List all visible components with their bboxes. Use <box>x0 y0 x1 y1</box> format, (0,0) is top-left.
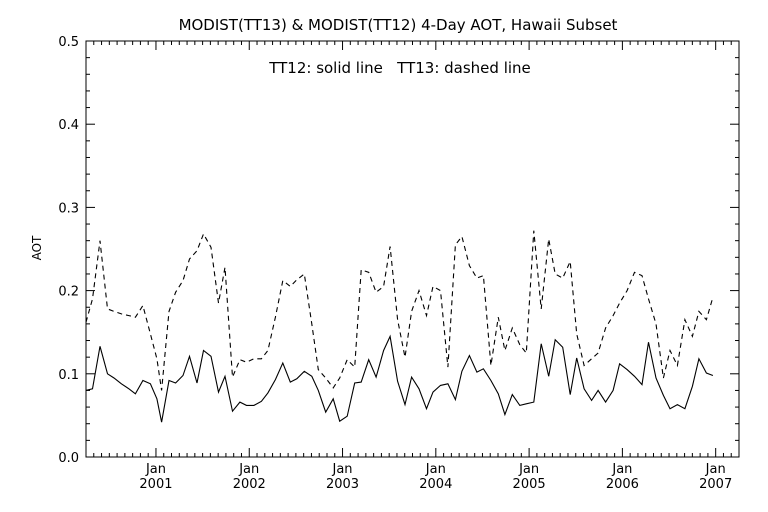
chart-legend: TT12: solid line TT13: dashed line <box>268 59 531 77</box>
series-line-tt13 <box>85 230 714 391</box>
x-tick-label-month: Jan <box>518 462 539 477</box>
series-layer <box>85 230 714 423</box>
x-tick-label-year: 2007 <box>699 477 732 492</box>
x-tick-label-month: Jan <box>611 462 632 477</box>
y-axis: 0.0 0.1 0.2 0.3 0.4 0.5 <box>58 35 739 466</box>
x-tick-label-year: 2005 <box>513 477 546 492</box>
y-tick-label: 0.3 <box>58 201 79 216</box>
y-tick-label: 0.5 <box>58 35 79 50</box>
x-tick-label-year: 2003 <box>326 477 359 492</box>
x-axis: Jan2001Jan2002Jan2003Jan2004Jan2005Jan20… <box>85 41 740 492</box>
x-tick-label-year: 2006 <box>606 477 639 492</box>
y-tick-label: 0.2 <box>58 285 79 300</box>
x-tick-label-month: Jan <box>332 462 353 477</box>
y-tick-label: 0.0 <box>58 451 79 466</box>
x-tick-label-year: 2002 <box>233 477 266 492</box>
x-tick-label-year: 2001 <box>139 477 172 492</box>
x-tick-label-month: Jan <box>238 462 259 477</box>
series-line-tt12 <box>85 334 714 423</box>
y-tick-label: 0.1 <box>58 368 79 383</box>
x-tick-label-year: 2004 <box>419 477 452 492</box>
y-axis-label: AOT <box>30 235 44 260</box>
x-tick-label-month: Jan <box>145 462 166 477</box>
y-tick-label: 0.4 <box>58 118 79 133</box>
x-tick-label-month: Jan <box>705 462 726 477</box>
plot-area-frame <box>85 40 740 458</box>
chart-title: MODIST(TT13) & MODIST(TT12) 4-Day AOT, H… <box>179 16 618 34</box>
x-tick-label-month: Jan <box>425 462 446 477</box>
